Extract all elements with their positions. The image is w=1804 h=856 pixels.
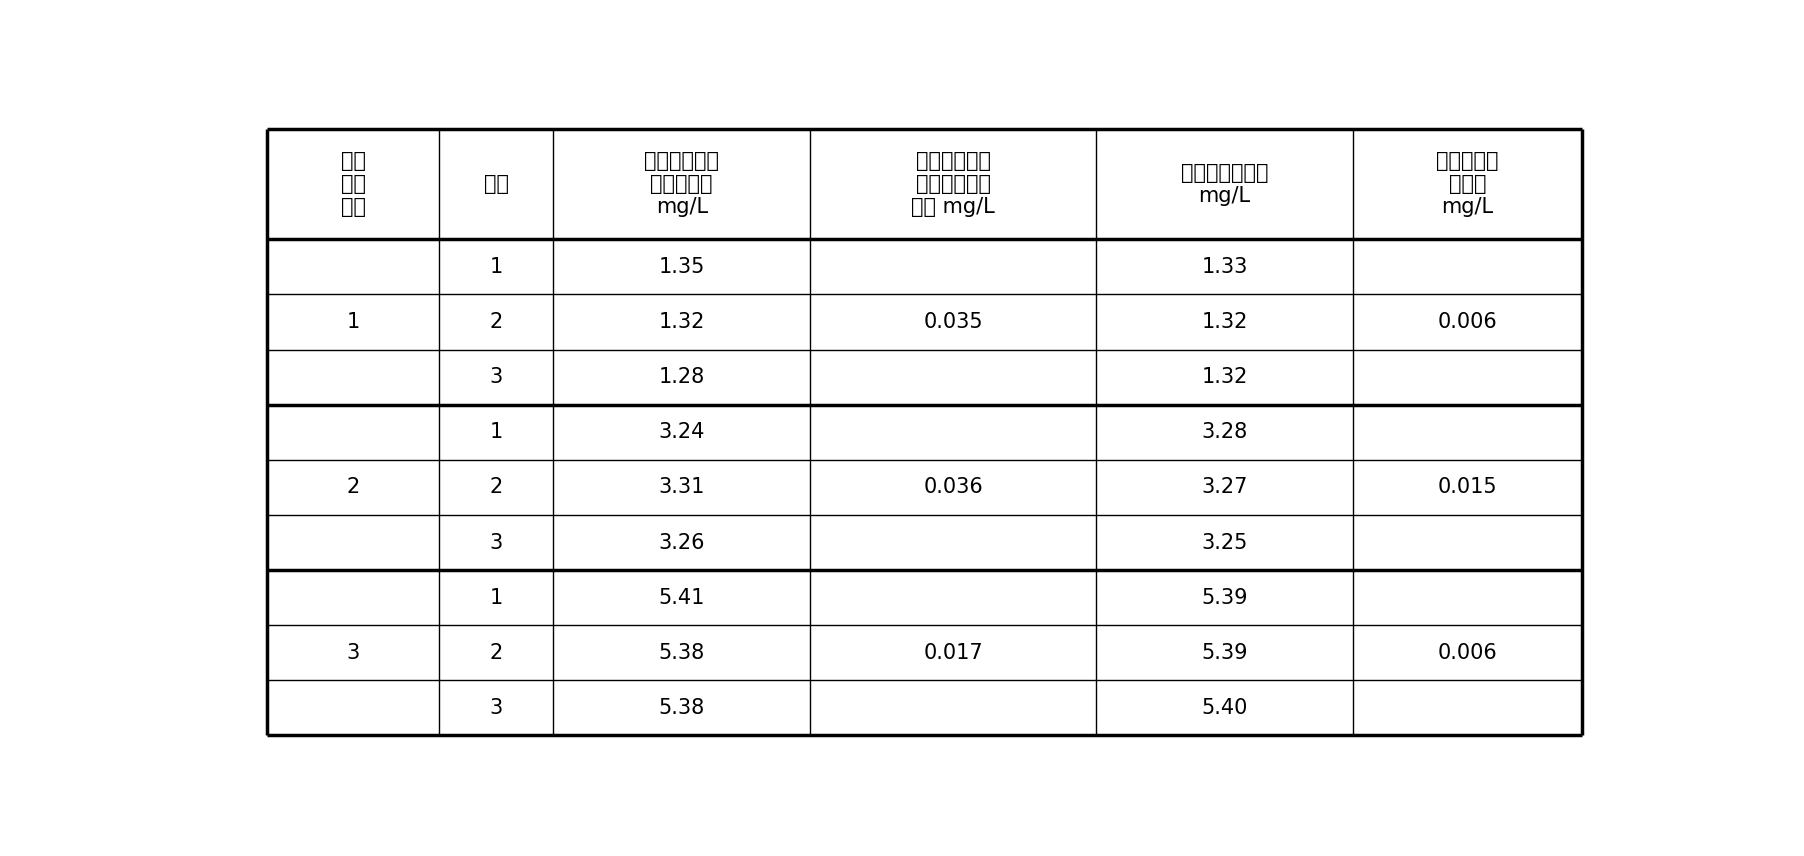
Text: 1.32: 1.32 [658,312,705,332]
Text: 1: 1 [346,312,359,332]
Text: 1.32: 1.32 [1201,312,1248,332]
Text: 5.40: 5.40 [1201,698,1248,718]
Text: 1: 1 [489,422,503,443]
Text: 1.33: 1.33 [1201,257,1248,276]
Text: 2: 2 [489,478,503,497]
Text: 0.006: 0.006 [1438,643,1497,663]
Text: 国标法测定
标准差
mg/L: 国标法测定 标准差 mg/L [1436,151,1499,217]
Text: 硝基苯胺退色
法测定浓度
mg/L: 硝基苯胺退色 法测定浓度 mg/L [644,151,720,217]
Text: 3: 3 [489,367,503,387]
Text: 2: 2 [489,312,503,332]
Text: 2: 2 [489,643,503,663]
Text: 5.41: 5.41 [658,588,705,608]
Text: 3: 3 [346,643,359,663]
Text: 1.35: 1.35 [658,257,705,276]
Text: 3.27: 3.27 [1201,478,1248,497]
Text: 3.28: 3.28 [1201,422,1248,443]
Text: 0.006: 0.006 [1438,312,1497,332]
Text: 硝基苯胺退色
法测定数据标
准差 mg/L: 硝基苯胺退色 法测定数据标 准差 mg/L [911,151,996,217]
Text: 5.39: 5.39 [1201,588,1248,608]
Text: 5.39: 5.39 [1201,643,1248,663]
Text: 3.25: 3.25 [1201,532,1248,552]
Text: 0.035: 0.035 [924,312,983,332]
Text: 1.32: 1.32 [1201,367,1248,387]
Text: 5.38: 5.38 [658,643,705,663]
Text: 0.036: 0.036 [924,478,983,497]
Text: 5.38: 5.38 [658,698,705,718]
Text: 0.015: 0.015 [1438,478,1497,497]
Text: 1.28: 1.28 [658,367,705,387]
Text: 1: 1 [489,588,503,608]
Text: 3: 3 [489,532,503,552]
Text: 0.017: 0.017 [924,643,983,663]
Text: 2: 2 [346,478,359,497]
Text: 1: 1 [489,257,503,276]
Text: 3: 3 [489,698,503,718]
Text: 3.31: 3.31 [658,478,705,497]
Text: 国标法测定浓度
mg/L: 国标法测定浓度 mg/L [1182,163,1268,205]
Text: 3.26: 3.26 [658,532,705,552]
Text: 重复: 重复 [483,175,509,194]
Text: 3.24: 3.24 [658,422,705,443]
Text: 被测
样品
序号: 被测 样品 序号 [341,151,366,217]
